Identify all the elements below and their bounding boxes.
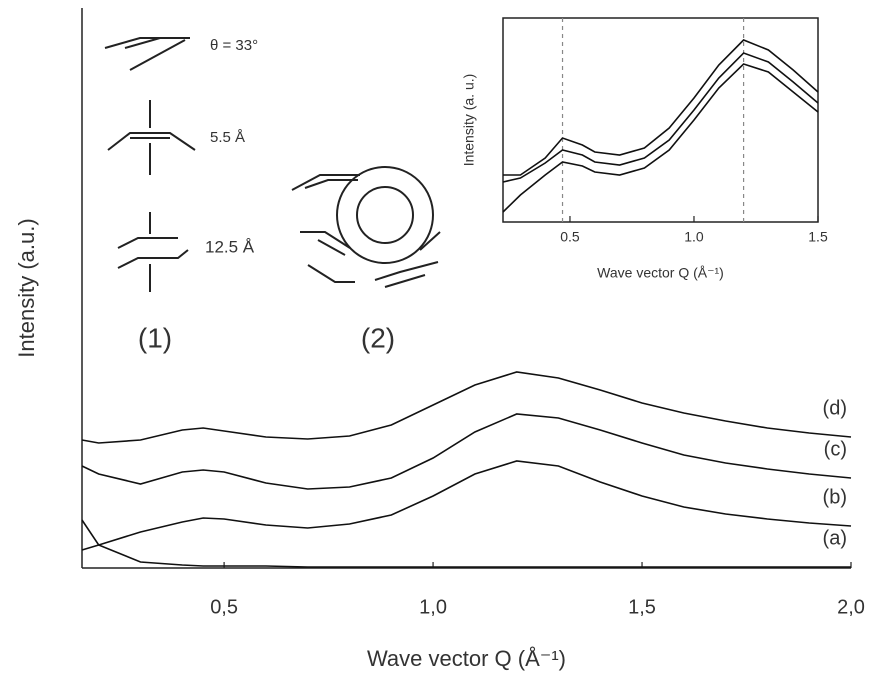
annotation: 12.5 Å — [205, 237, 255, 256]
series-line — [81, 519, 851, 568]
annotation: (2) — [361, 322, 395, 353]
x-tick-label: 1.0 — [684, 229, 704, 245]
x-axis-label: Wave vector Q (Å⁻¹) — [367, 646, 566, 671]
schematic-1 — [104, 37, 196, 292]
schematic-2 — [291, 166, 441, 288]
series-line — [81, 413, 852, 490]
x-tick-label: 1,0 — [419, 596, 447, 618]
plot-frame — [502, 17, 819, 223]
series-line — [502, 63, 819, 213]
x-axis-label: Wave vector Q (Å⁻¹) — [597, 265, 724, 281]
annotation: θ = 33° — [210, 37, 258, 54]
series-label: (c) — [824, 438, 847, 460]
series-label: (b) — [823, 486, 847, 508]
y-axis-label: Intensity (a. u.) — [461, 74, 477, 167]
annotation: (1) — [138, 322, 172, 353]
annotation: 5.5 Å — [210, 129, 245, 146]
series-line — [81, 460, 852, 551]
x-tick-label: 2,0 — [837, 596, 865, 618]
series-line — [502, 52, 819, 183]
series-line — [503, 39, 819, 176]
series-label: (a) — [823, 527, 847, 549]
x-tick-label: 0.5 — [560, 229, 580, 245]
series-line — [81, 371, 852, 444]
series-label: (d) — [823, 397, 847, 419]
x-tick-label: 0,5 — [210, 596, 238, 618]
y-axis-label: Intensity (a.u.) — [14, 218, 39, 357]
x-tick-label: 1,5 — [628, 596, 656, 618]
x-tick-label: 1.5 — [808, 229, 828, 245]
